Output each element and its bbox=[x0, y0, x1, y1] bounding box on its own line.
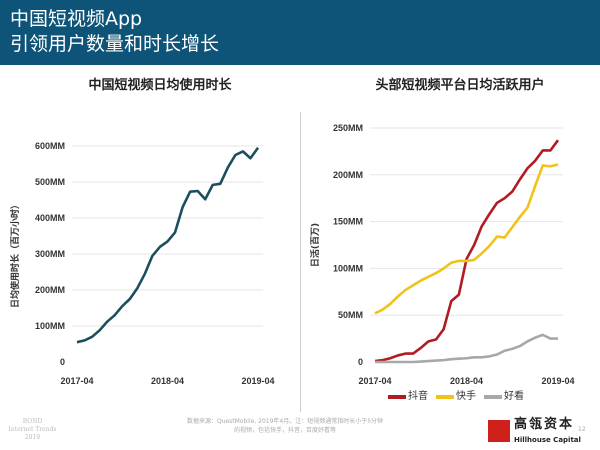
y-axis-label: 日均使用时长（百万小时） bbox=[9, 200, 21, 308]
legend-item-haokan: 好看 bbox=[484, 391, 524, 403]
bond-logo: BOND Internet Trends 2019 bbox=[5, 418, 60, 442]
legend-swatch bbox=[484, 395, 502, 399]
series-line-好看 bbox=[375, 333, 558, 364]
legend-item-douyin: 抖音 bbox=[388, 391, 428, 403]
legend-item-kuaishou: 快手 bbox=[436, 391, 476, 403]
y-tick-label: 500MM bbox=[35, 177, 65, 187]
x-tick-label: 2018-04 bbox=[450, 376, 483, 386]
hillhouse-logo-mark bbox=[488, 420, 510, 442]
y-tick-label: 0 bbox=[60, 357, 65, 367]
series-line-快手 bbox=[374, 163, 559, 315]
legend: 抖音 快手 好看 bbox=[388, 391, 524, 403]
logo-chinese: 高瓴资本 bbox=[514, 417, 575, 432]
source-line1: 数据来源：QuestMobile, 2019年4月。注：短视频通常指时长小于5分… bbox=[186, 418, 384, 425]
legend-swatch bbox=[436, 395, 454, 399]
x-tick-label: 2017-04 bbox=[60, 376, 93, 386]
page-title-line2: 引领用户数量和时长增长 bbox=[10, 33, 220, 55]
header-banner: 中国短视频App 引领用户数量和时长增长 bbox=[0, 0, 600, 65]
source-note: 数据来源：QuestMobile, 2019年4月。注：短视频通常指时长小于5分… bbox=[170, 417, 400, 435]
bond-year: 2019 bbox=[24, 434, 41, 441]
legend-label: 抖音 bbox=[408, 391, 428, 402]
legend-swatch bbox=[388, 395, 406, 399]
y-tick-label: 300MM bbox=[35, 249, 65, 259]
legend-label: 快手 bbox=[456, 391, 476, 402]
logo-english: Hillhouse Capital bbox=[514, 436, 581, 444]
y-tick-label: 0 bbox=[358, 357, 363, 367]
legend-label: 好看 bbox=[504, 391, 524, 402]
y-tick-label: 150MM bbox=[333, 217, 363, 227]
y-axis-label: 日活(百万) bbox=[309, 223, 321, 267]
bond-title: BOND bbox=[22, 418, 43, 425]
x-tick-label: 2019-04 bbox=[541, 376, 574, 386]
page-title-line1: 中国短视频App bbox=[10, 8, 143, 30]
y-tick-label: 200MM bbox=[333, 170, 363, 180]
y-tick-label: 250MM bbox=[333, 123, 363, 133]
y-tick-label: 100MM bbox=[35, 321, 65, 331]
y-tick-label: 50MM bbox=[338, 310, 363, 320]
y-tick-label: 200MM bbox=[35, 285, 65, 295]
series-line-usage-hours bbox=[76, 147, 260, 344]
left-chart-title: 中国短视频日均使用时长 bbox=[88, 78, 232, 93]
x-tick-label: 2017-04 bbox=[358, 376, 391, 386]
divider bbox=[300, 112, 301, 412]
page-number: 12 bbox=[578, 426, 586, 433]
right-chart-title: 头部短视频平台日均活跃用户 bbox=[375, 78, 545, 93]
x-tick-label: 2018-04 bbox=[151, 376, 184, 386]
series-line-抖音 bbox=[374, 139, 560, 363]
bond-subtitle: Internet Trends bbox=[8, 426, 57, 433]
y-tick-label: 100MM bbox=[333, 263, 363, 273]
source-line2: 的视频，包括快手，抖音，百度好看等 bbox=[233, 427, 336, 434]
x-tick-label: 2019-04 bbox=[241, 376, 274, 386]
y-tick-label: 600MM bbox=[35, 141, 65, 151]
y-tick-label: 400MM bbox=[35, 213, 65, 223]
